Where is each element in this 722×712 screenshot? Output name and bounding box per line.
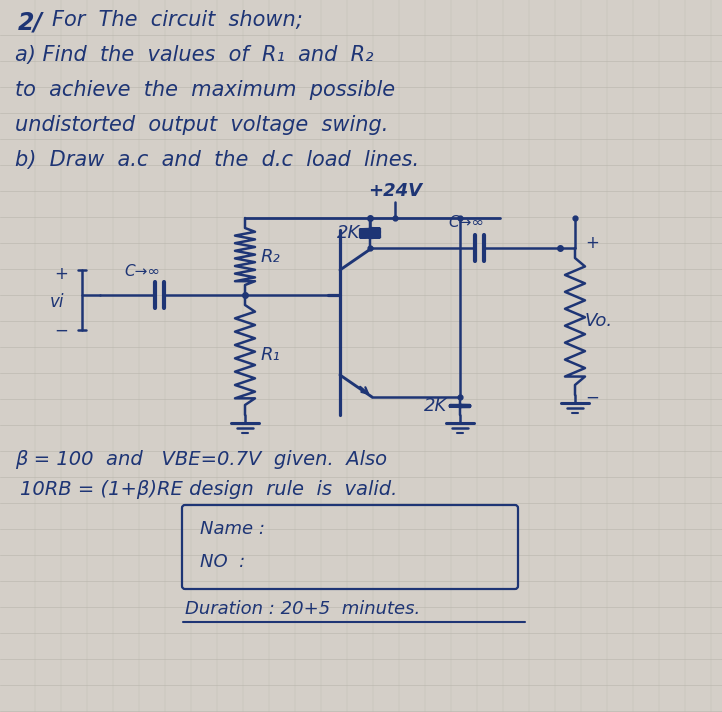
Text: 2K: 2K bbox=[424, 397, 447, 415]
Text: R₁: R₁ bbox=[261, 346, 281, 364]
Text: b)  Draw  a.c  and  the  d.c  load  lines.: b) Draw a.c and the d.c load lines. bbox=[15, 150, 419, 170]
Text: undistorted  output  voltage  swing.: undistorted output voltage swing. bbox=[15, 115, 388, 135]
Text: R₂: R₂ bbox=[261, 248, 281, 266]
Text: Vo.: Vo. bbox=[585, 313, 613, 330]
Text: Duration : 20+5  minutes.: Duration : 20+5 minutes. bbox=[185, 600, 420, 618]
Text: +: + bbox=[54, 265, 68, 283]
Text: +24V: +24V bbox=[368, 182, 422, 200]
Text: −: − bbox=[585, 389, 599, 407]
Text: 2/: 2/ bbox=[18, 10, 43, 34]
Text: −: − bbox=[54, 322, 68, 340]
Text: C→∞: C→∞ bbox=[448, 215, 484, 230]
Text: 2K: 2K bbox=[337, 224, 360, 242]
Text: β = 100  and   VBE=0.7V  given.  Also: β = 100 and VBE=0.7V given. Also bbox=[15, 450, 387, 469]
Text: 10RB = (1+β)RE design  rule  is  valid.: 10RB = (1+β)RE design rule is valid. bbox=[20, 480, 397, 499]
Text: C→∞: C→∞ bbox=[124, 264, 160, 279]
Text: vi: vi bbox=[50, 293, 64, 311]
Text: Name :: Name : bbox=[200, 520, 265, 538]
Text: NO  :: NO : bbox=[200, 553, 245, 571]
Text: For  The  circuit  shown;: For The circuit shown; bbox=[52, 10, 303, 30]
Text: to  achieve  the  maximum  possible: to achieve the maximum possible bbox=[15, 80, 395, 100]
Text: a) Find  the  values  of  R₁  and  R₂: a) Find the values of R₁ and R₂ bbox=[15, 45, 373, 65]
Text: +: + bbox=[585, 234, 599, 252]
